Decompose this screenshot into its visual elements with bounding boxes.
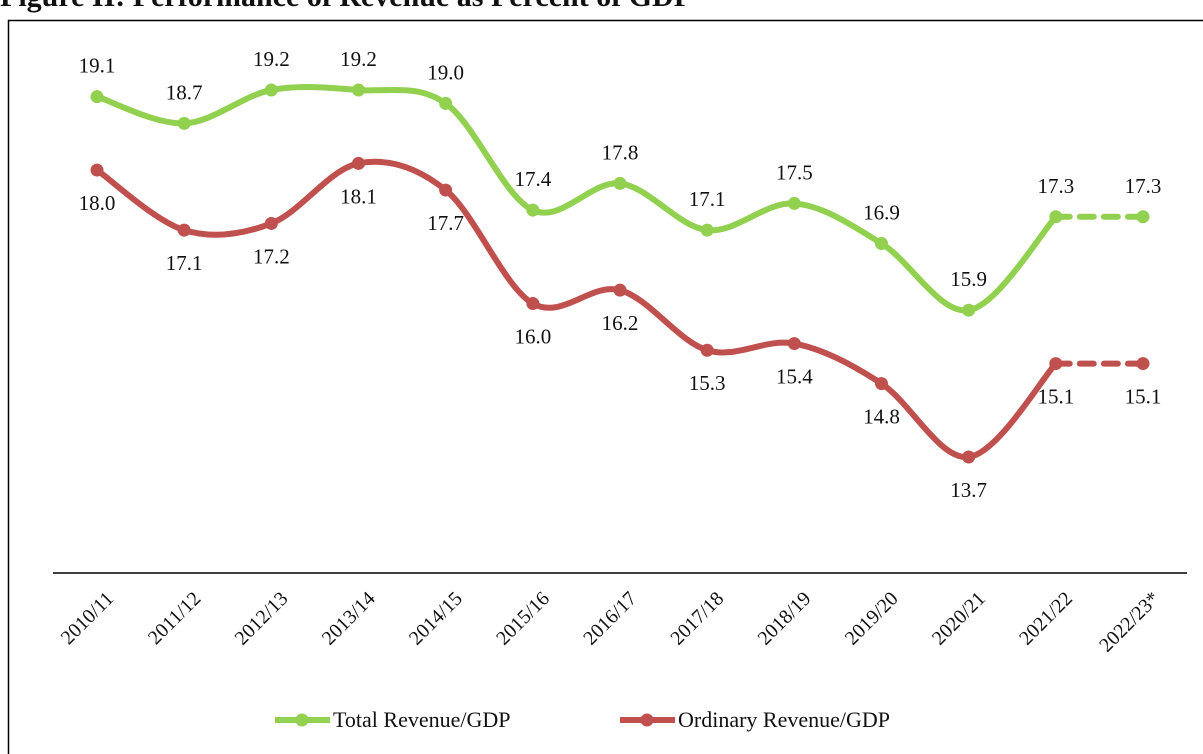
data-label: 19.2 [340, 47, 377, 71]
point [264, 83, 278, 97]
data-label: 17.3 [1037, 174, 1074, 198]
legend-label: Total Revenue/GDP [333, 707, 510, 732]
point [177, 116, 191, 130]
data-label: 15.1 [1037, 385, 1074, 409]
x-tick-label: 2022/23* [1095, 588, 1164, 657]
data-label: 17.1 [166, 251, 203, 275]
point [700, 223, 714, 237]
x-tick-label: 2017/18 [666, 588, 728, 650]
point [90, 90, 104, 104]
data-label: 13.7 [950, 478, 987, 502]
point [526, 203, 540, 217]
x-tick-label: 2016/17 [579, 588, 641, 650]
data-label: 18.1 [340, 184, 377, 208]
data-label: 17.8 [602, 140, 639, 164]
x-tick-label: 2019/20 [841, 588, 903, 650]
data-label: 15.4 [776, 365, 813, 389]
data-label: 17.7 [427, 211, 464, 235]
x-tick-label: 2012/13 [231, 588, 293, 650]
data-label: 19.2 [253, 47, 290, 71]
series-line [94, 158, 1059, 461]
point [439, 96, 453, 110]
point [1136, 210, 1150, 224]
data-label: 18.7 [166, 80, 203, 104]
point [962, 450, 976, 464]
x-tick-label: 2015/16 [492, 588, 554, 650]
data-label: 15.1 [1125, 385, 1162, 409]
data-label: 16.9 [863, 200, 900, 224]
point [177, 223, 191, 237]
data-label: 16.0 [514, 325, 551, 349]
x-tick-label: 2013/14 [318, 588, 380, 650]
point [787, 196, 801, 210]
chart-frame [7, 19, 1203, 754]
point [439, 183, 453, 197]
point [352, 156, 365, 170]
data-label: 14.8 [863, 405, 900, 429]
point [962, 303, 976, 317]
point [1136, 357, 1150, 371]
data-label: 17.4 [514, 167, 551, 191]
point [875, 377, 888, 391]
point [1049, 357, 1063, 371]
point [1049, 210, 1063, 224]
data-label: 16.2 [602, 311, 639, 335]
x-tick-label: 2014/15 [405, 588, 467, 650]
series-line [94, 83, 1059, 314]
point [90, 163, 104, 177]
point [526, 297, 540, 311]
data-label: 19.0 [427, 60, 464, 84]
point [613, 176, 627, 190]
data-label: 17.1 [689, 187, 726, 211]
chart-title: Figure II: Performance of Revenue as Per… [0, 0, 692, 13]
legend-marker [640, 713, 654, 727]
data-label: 15.9 [950, 267, 987, 291]
x-tick-label: 2018/19 [754, 588, 816, 650]
point [264, 216, 278, 230]
x-tick-label: 2020/21 [928, 588, 990, 650]
point [700, 343, 714, 357]
x-tick-label: 2010/11 [57, 588, 118, 649]
data-label: 17.5 [776, 160, 813, 184]
x-tick-label: 2021/22 [1015, 588, 1077, 650]
data-label: 15.3 [689, 371, 726, 395]
x-tick-label: 2011/12 [144, 588, 205, 649]
legend-marker [295, 713, 309, 727]
point [787, 337, 801, 351]
point [352, 83, 365, 97]
data-label: 17.3 [1125, 174, 1162, 198]
data-label: 18.0 [79, 191, 116, 215]
point [875, 236, 888, 250]
data-label: 17.2 [253, 244, 290, 268]
point [613, 283, 627, 297]
data-label: 19.1 [79, 54, 116, 78]
legend-label: Ordinary Revenue/GDP [678, 707, 890, 732]
